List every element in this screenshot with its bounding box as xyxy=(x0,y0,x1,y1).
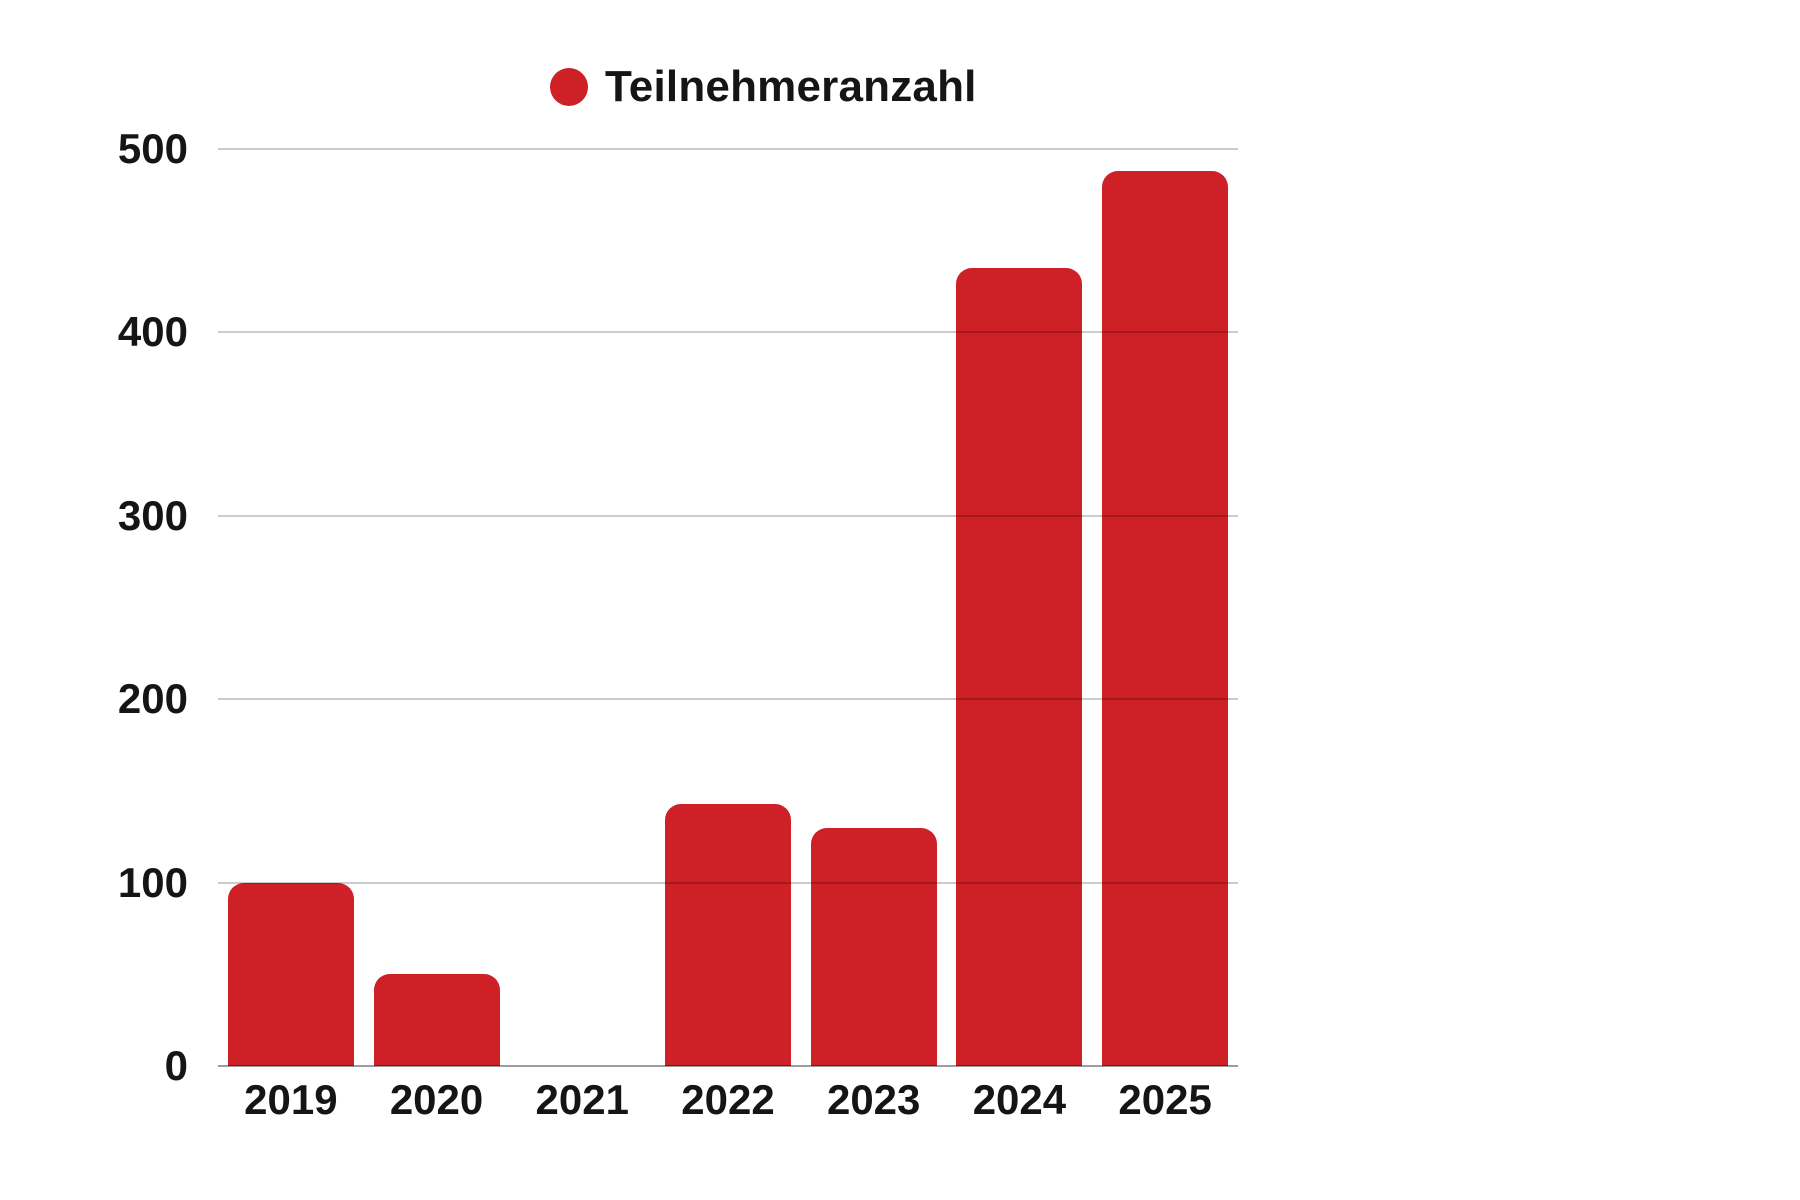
y-tick-label-500: 500 xyxy=(117,125,188,172)
y-tick-label-200: 200 xyxy=(117,675,188,723)
y-tick-label-100: 100 xyxy=(117,858,188,906)
x-tick-label-2019: 2019 xyxy=(244,1076,338,1123)
bar-2024[interactable] xyxy=(956,268,1083,1066)
gridline-100 xyxy=(218,881,1238,884)
gridline-200 xyxy=(218,698,1238,701)
x-tick-label-2023: 2023 xyxy=(826,1076,921,1123)
gridline-400 xyxy=(218,331,1238,334)
y-tick-label-400: 400 xyxy=(117,308,188,356)
gridline-500 xyxy=(218,148,1238,150)
bar-2025[interactable] xyxy=(1102,171,1229,1066)
x-tick-label-2025: 2025 xyxy=(1118,1076,1212,1123)
bar-2019[interactable] xyxy=(227,882,354,1066)
y-tick-label-300: 300 xyxy=(117,491,188,539)
gridline-300 xyxy=(218,514,1238,517)
bar-2022[interactable] xyxy=(665,803,791,1066)
chart-legend: Teilnehmeranzahl xyxy=(550,62,977,112)
x-tick-label-2022: 2022 xyxy=(681,1076,775,1123)
legend-series-label: Teilnehmeranzahl xyxy=(605,62,977,111)
x-tick-label-2021: 2021 xyxy=(535,1076,629,1123)
legend-marker-icon xyxy=(550,68,588,106)
x-tick-label-2024: 2024 xyxy=(972,1076,1067,1123)
x-axis-baseline xyxy=(218,1065,1238,1067)
bar-2020[interactable] xyxy=(373,974,500,1066)
bar-2023[interactable] xyxy=(810,827,937,1066)
x-tick-label-2020: 2020 xyxy=(389,1076,484,1123)
y-tick-label-0: 0 xyxy=(164,1042,188,1089)
